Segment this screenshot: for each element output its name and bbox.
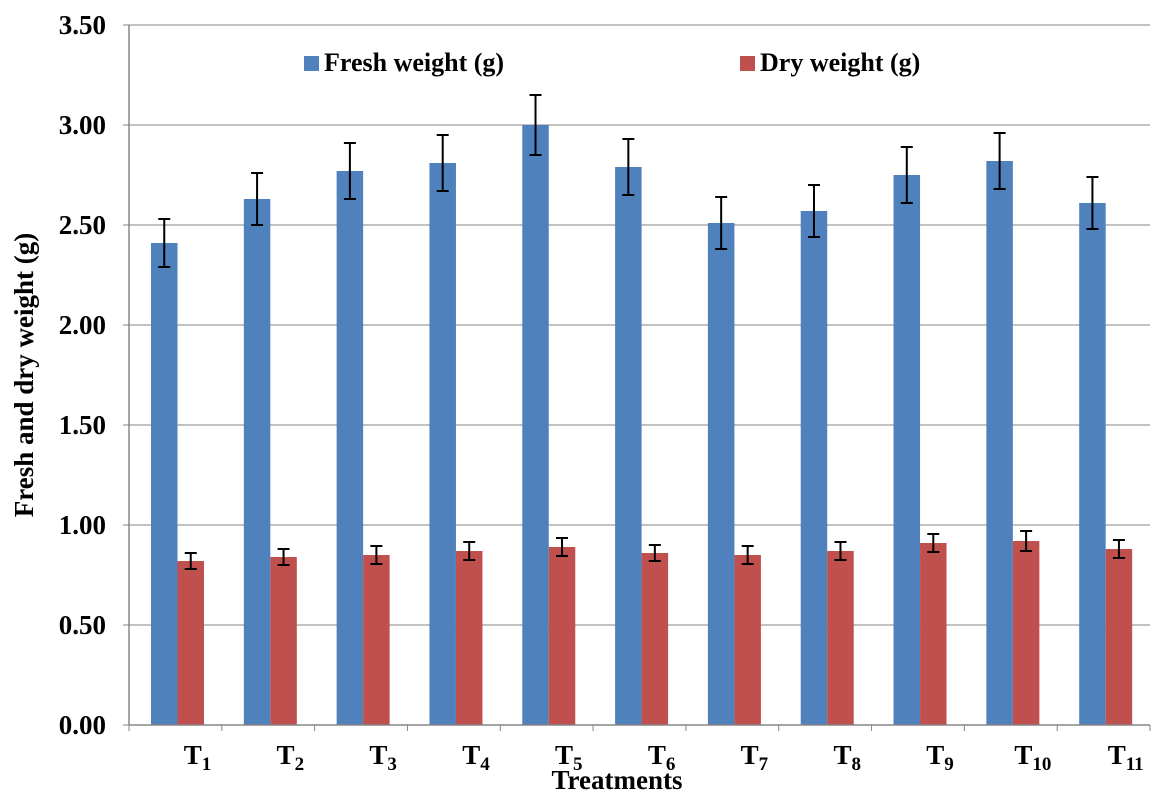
error-bar [1112, 539, 1125, 559]
legend-item: Dry weight (g) [740, 48, 920, 77]
error-bar [463, 541, 476, 561]
fresh-weight-bar [151, 243, 178, 725]
x-tick-label: T7 [741, 740, 769, 775]
fresh-weight-bar [243, 199, 271, 725]
error-bar [1020, 530, 1033, 552]
fresh-weight-bar [707, 223, 735, 725]
error-bar [807, 184, 820, 238]
error-bar [622, 138, 635, 196]
legend-swatch [304, 56, 319, 71]
x-tick-label: T4 [462, 740, 490, 775]
error-bar [1086, 176, 1099, 230]
x-tick-label: T6 [648, 740, 676, 775]
x-axis-title: Treatments [552, 765, 683, 794]
error-bar [343, 142, 356, 200]
fresh-weight-bar [522, 125, 549, 725]
x-tick-labels: T1 T2 T3 T4 T5 T6 T7 T8 T9 T10 T11 [184, 740, 1144, 775]
y-tick-label: 3.50 [59, 10, 106, 40]
dry-weight-bar [641, 553, 669, 725]
x-tick-label: T2 [277, 740, 305, 775]
error-bar [251, 172, 264, 226]
x-tick-label: T11 [1108, 740, 1144, 775]
fresh-weight-bar [429, 163, 456, 725]
error-bar [834, 541, 847, 561]
y-axis-title: Fresh and dry weight (g) [9, 233, 39, 518]
y-tick-label: 2.00 [59, 310, 106, 340]
legend-swatch [740, 56, 755, 71]
error-bar [927, 533, 940, 553]
error-bar [529, 94, 542, 156]
y-tick-label: 3.00 [59, 110, 106, 140]
bars [151, 125, 1133, 725]
error-bar [900, 146, 913, 204]
x-tick-label: T9 [926, 740, 954, 775]
error-bar [158, 218, 171, 268]
fresh-weight-bar [800, 211, 828, 725]
error-bars [158, 94, 1125, 570]
legend-item: Fresh weight (g) [304, 48, 504, 77]
error-bar [993, 132, 1006, 190]
legend: Fresh weight (g) Dry weight (g) [304, 48, 920, 77]
dry-weight-bar [1105, 549, 1133, 725]
dry-weight-bar [734, 555, 761, 725]
x-tick-label: T3 [369, 740, 397, 775]
x-tick-label: T10 [1014, 740, 1051, 775]
y-tick-labels: 0.00 0.50 1.00 1.50 2.00 2.50 3.00 3.50 [59, 10, 106, 740]
dry-weight-bar [270, 557, 297, 725]
error-bar [715, 196, 728, 250]
x-tick-label: T5 [555, 740, 583, 775]
fresh-weight-bar [615, 167, 642, 725]
dry-weight-bar [455, 551, 483, 725]
fresh-weight-bar [893, 175, 921, 725]
fresh-weight-bar [336, 171, 364, 725]
error-bar [184, 552, 197, 570]
error-bar [648, 544, 661, 562]
legend-label: Fresh weight (g) [324, 48, 504, 77]
x-tick-label: T1 [184, 740, 212, 775]
fresh-weight-bar [1079, 203, 1106, 725]
dry-weight-bar [177, 561, 204, 725]
y-tick-label: 0.00 [59, 710, 106, 740]
axes [123, 24, 1151, 731]
y-tick-label: 2.50 [59, 210, 106, 240]
dry-weight-bar [363, 555, 390, 725]
y-tick-label: 0.50 [59, 610, 106, 640]
dry-weight-bar [548, 547, 576, 725]
y-tick-label: 1.50 [59, 410, 106, 440]
error-bar [277, 548, 290, 566]
dry-weight-bar [1012, 541, 1040, 725]
fresh-weight-bar [986, 161, 1013, 725]
x-tick-label: T8 [833, 740, 861, 775]
dry-weight-bar [827, 551, 854, 725]
y-tick-label: 1.00 [59, 510, 106, 540]
error-bar [741, 545, 754, 565]
error-bar [436, 134, 449, 192]
error-bar [370, 545, 383, 565]
error-bar [556, 537, 569, 557]
dry-weight-bar [920, 543, 947, 725]
legend-label: Dry weight (g) [760, 48, 920, 77]
